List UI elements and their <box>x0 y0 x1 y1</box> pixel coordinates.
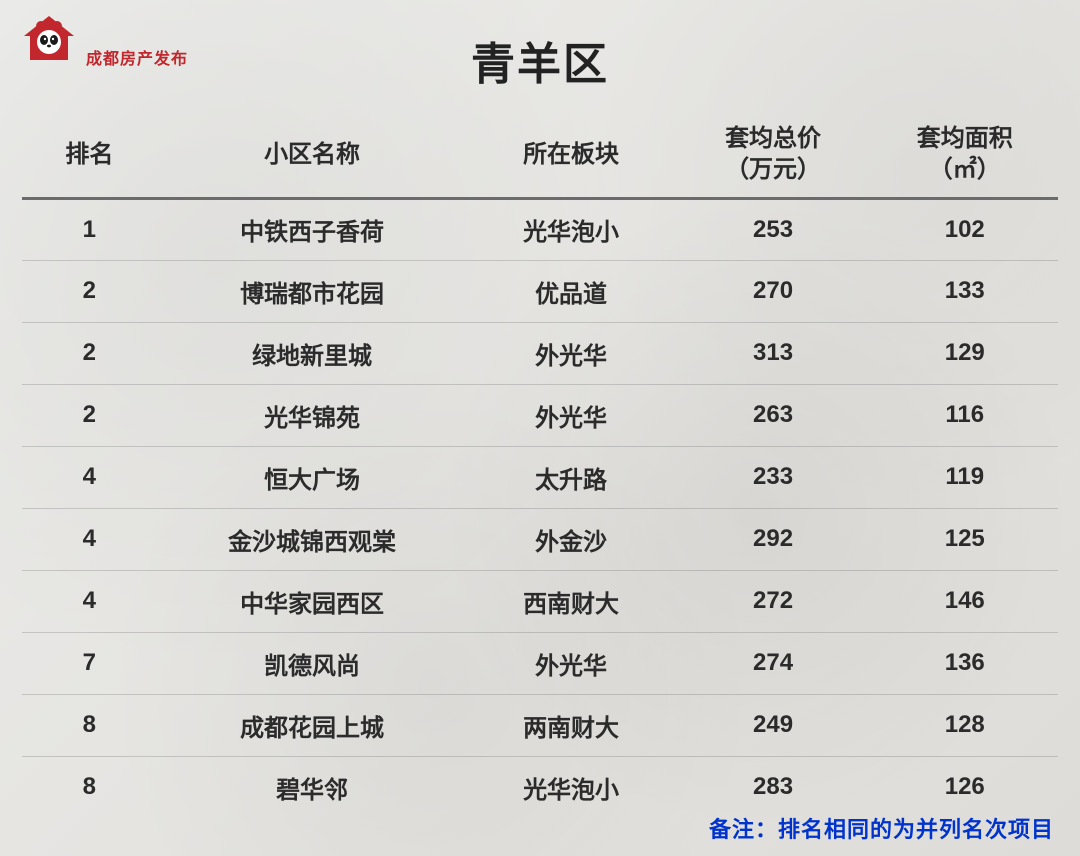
brand-logo: 成都房产发布 <box>18 12 188 71</box>
cell-rank: 1 <box>22 198 157 260</box>
cell-area: 116 <box>871 384 1058 446</box>
cell-area: 146 <box>871 570 1058 632</box>
cell-name: 博瑞都市花园 <box>157 260 468 322</box>
col-header-area: 套均面积（㎡） <box>871 112 1058 198</box>
cell-block: 光华泡小 <box>467 198 674 260</box>
cell-block: 西南财大 <box>467 570 674 632</box>
cell-rank: 4 <box>22 446 157 508</box>
cell-area: 136 <box>871 632 1058 694</box>
cell-area: 125 <box>871 508 1058 570</box>
cell-name: 碧华邻 <box>157 756 468 818</box>
cell-name: 绿地新里城 <box>157 322 468 384</box>
col-header-block: 所在板块 <box>467 112 674 198</box>
cell-price: 253 <box>675 198 872 260</box>
cell-name: 中华家园西区 <box>157 570 468 632</box>
table-row: 4恒大广场太升路233119 <box>22 446 1058 508</box>
cell-block: 两南财大 <box>467 694 674 756</box>
cell-area: 129 <box>871 322 1058 384</box>
cell-block: 外光华 <box>467 322 674 384</box>
cell-block: 光华泡小 <box>467 756 674 818</box>
table-header-row: 排名小区名称所在板块套均总价（万元）套均面积（㎡） <box>22 112 1058 198</box>
cell-rank: 8 <box>22 694 157 756</box>
cell-block: 外光华 <box>467 384 674 446</box>
table-row: 8成都花园上城两南财大249128 <box>22 694 1058 756</box>
cell-price: 292 <box>675 508 872 570</box>
cell-rank: 2 <box>22 322 157 384</box>
table-row: 2光华锦苑外光华263116 <box>22 384 1058 446</box>
cell-block: 外光华 <box>467 632 674 694</box>
cell-area: 126 <box>871 756 1058 818</box>
table-row: 1中铁西子香荷光华泡小253102 <box>22 198 1058 260</box>
table-row: 4中华家园西区西南财大272146 <box>22 570 1058 632</box>
cell-name: 成都花园上城 <box>157 694 468 756</box>
cell-price: 313 <box>675 322 872 384</box>
cell-rank: 4 <box>22 570 157 632</box>
cell-price: 283 <box>675 756 872 818</box>
cell-price: 270 <box>675 260 872 322</box>
cell-rank: 4 <box>22 508 157 570</box>
brand-text: 成都房产发布 <box>86 45 188 71</box>
table-row: 8碧华邻光华泡小283126 <box>22 756 1058 818</box>
cell-rank: 2 <box>22 260 157 322</box>
cell-area: 133 <box>871 260 1058 322</box>
cell-price: 274 <box>675 632 872 694</box>
cell-block: 太升路 <box>467 446 674 508</box>
cell-area: 102 <box>871 198 1058 260</box>
table-row: 7凯德风尚外光华274136 <box>22 632 1058 694</box>
cell-name: 凯德风尚 <box>157 632 468 694</box>
cell-area: 128 <box>871 694 1058 756</box>
cell-price: 263 <box>675 384 872 446</box>
col-header-name: 小区名称 <box>157 112 468 198</box>
cell-rank: 8 <box>22 756 157 818</box>
table-row: 2博瑞都市花园优品道270133 <box>22 260 1058 322</box>
ranking-table-wrap: 排名小区名称所在板块套均总价（万元）套均面积（㎡） 1中铁西子香荷光华泡小253… <box>0 92 1080 818</box>
ranking-table: 排名小区名称所在板块套均总价（万元）套均面积（㎡） 1中铁西子香荷光华泡小253… <box>22 112 1058 818</box>
cell-name: 恒大广场 <box>157 446 468 508</box>
col-header-price: 套均总价（万元） <box>675 112 872 198</box>
col-header-rank: 排名 <box>22 112 157 198</box>
cell-area: 119 <box>871 446 1058 508</box>
cell-price: 249 <box>675 694 872 756</box>
cell-price: 272 <box>675 570 872 632</box>
cell-name: 光华锦苑 <box>157 384 468 446</box>
cell-price: 233 <box>675 446 872 508</box>
cell-block: 外金沙 <box>467 508 674 570</box>
table-body: 1中铁西子香荷光华泡小2531022博瑞都市花园优品道2701332绿地新里城外… <box>22 198 1058 818</box>
cell-name: 中铁西子香荷 <box>157 198 468 260</box>
cell-rank: 7 <box>22 632 157 694</box>
cell-rank: 2 <box>22 384 157 446</box>
cell-name: 金沙城锦西观棠 <box>157 508 468 570</box>
footnote: 备注：排名相同的为并列名次项目 <box>709 812 1054 844</box>
table-row: 4金沙城锦西观棠外金沙292125 <box>22 508 1058 570</box>
house-panda-icon <box>18 12 80 71</box>
cell-block: 优品道 <box>467 260 674 322</box>
table-row: 2绿地新里城外光华313129 <box>22 322 1058 384</box>
